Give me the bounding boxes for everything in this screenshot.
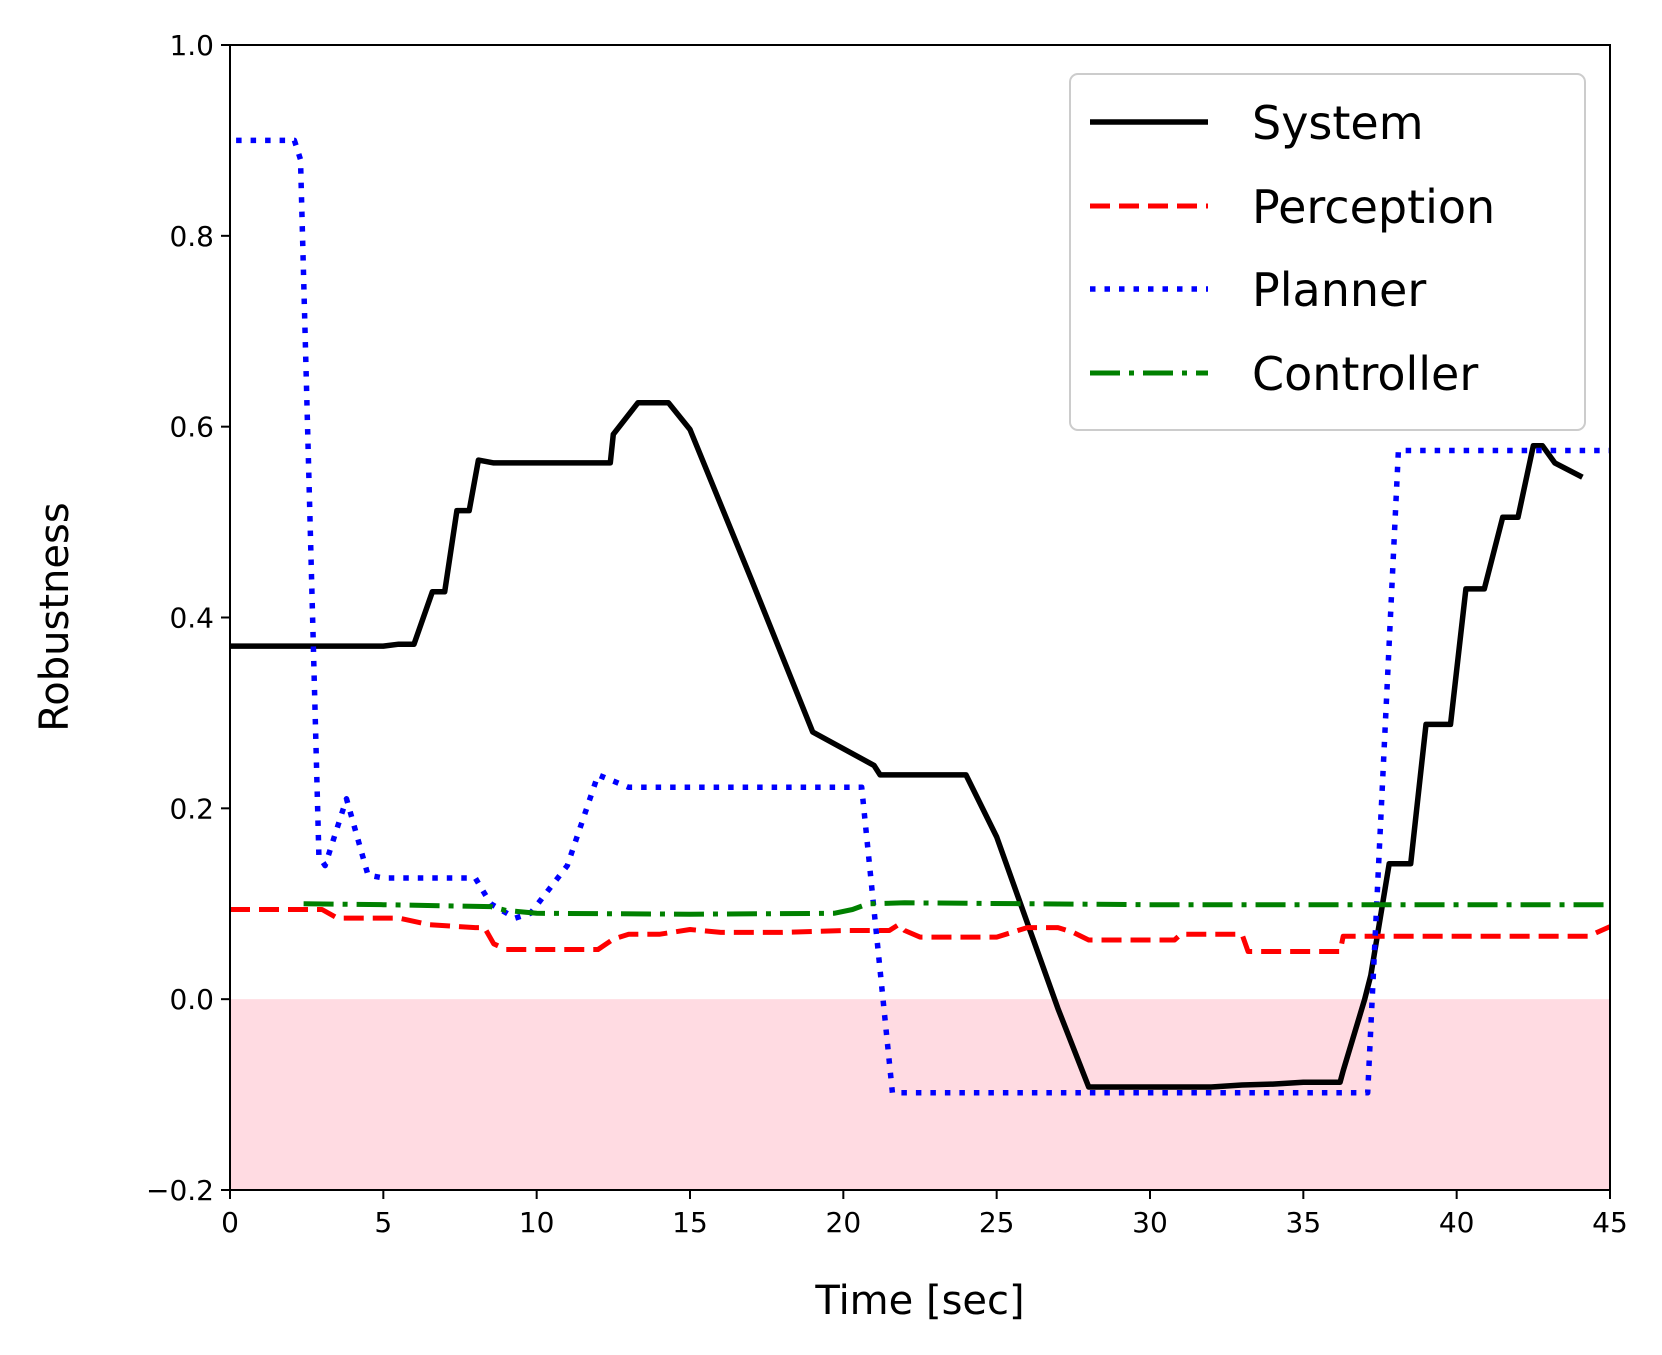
x-tick-label: 10 (519, 1206, 555, 1239)
legend-label-system: System (1252, 96, 1424, 150)
series-line-controller (303, 900, 1610, 917)
x-tick-label: 25 (979, 1206, 1015, 1239)
x-ticks: 0 5 10 15 20 25 30 35 40 45 (221, 1190, 1628, 1239)
y-axis-label: Robustness (32, 502, 78, 731)
series-line-perception (230, 907, 1612, 954)
y-ticks: −0.2 0.0 0.2 0.4 0.6 0.8 1.0 (146, 29, 230, 1207)
x-axis-label: Time [sec] (814, 1278, 1024, 1324)
legend-label-perception: Perception (1252, 180, 1495, 234)
x-tick-label: 30 (1132, 1206, 1168, 1239)
y-tick-label: −0.2 (146, 1174, 214, 1207)
y-tick-label: 0.4 (169, 602, 214, 635)
y-tick-label: 0.2 (169, 792, 214, 825)
x-tick-label: 45 (1592, 1206, 1628, 1239)
legend: System Perception Planner Controller (1069, 73, 1586, 431)
series-line-system (230, 400, 1584, 1090)
x-tick-label: 20 (826, 1206, 862, 1239)
x-tick-label: 5 (374, 1206, 392, 1239)
y-tick-label: 0.8 (169, 220, 214, 253)
legend-box (1069, 73, 1586, 431)
y-tick-label: 0.6 (169, 411, 214, 444)
y-tick-label: 0.0 (169, 983, 214, 1016)
y-tick-label: 1.0 (169, 29, 214, 62)
series-layer (230, 137, 1612, 1096)
x-tick-label: 15 (672, 1206, 708, 1239)
legend-label-controller: Controller (1252, 347, 1478, 401)
series-line-planner (236, 137, 1610, 1096)
x-tick-label: 35 (1286, 1206, 1322, 1239)
x-tick-label: 40 (1439, 1206, 1475, 1239)
x-tick-label: 0 (221, 1206, 239, 1239)
legend-label-planner: Planner (1252, 263, 1426, 317)
